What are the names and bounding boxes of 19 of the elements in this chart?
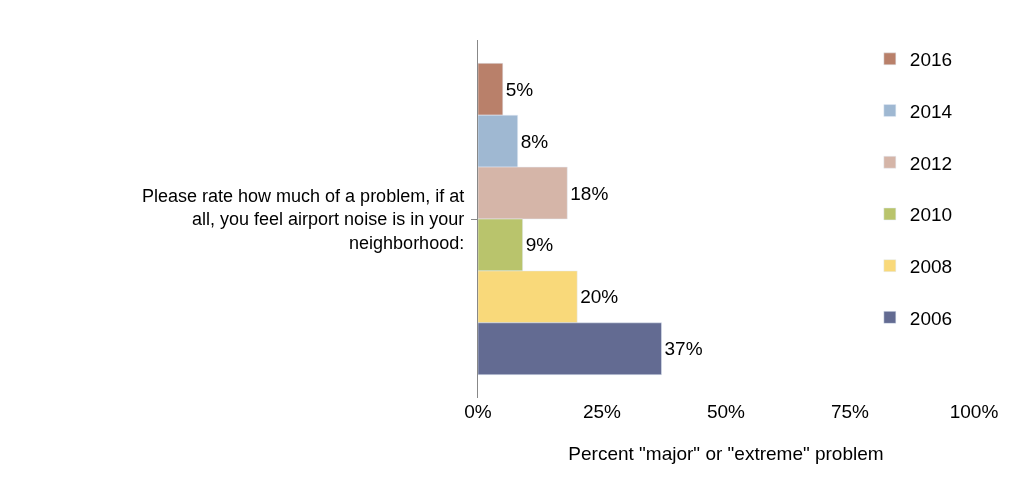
x-tick-label: 75% [830, 401, 870, 422]
legend-label: 2016 [909, 49, 953, 71]
y-axis-title: Please rate how much of a problem, if at all, you feel airport noise is in your neighborhood: [142, 186, 465, 253]
data-label: 8% [520, 130, 549, 152]
data-label: 18% [570, 182, 609, 204]
data-label: 9% [525, 234, 554, 256]
data-label: 20% [580, 286, 619, 308]
x-tick-label: 0% [464, 401, 492, 422]
data-label: 37% [664, 338, 703, 360]
legend-label: 2008 [909, 256, 953, 278]
x-tick-label: 50% [706, 401, 746, 422]
x-axis-title: Percent "major" or "extreme" problem [568, 442, 884, 464]
legend-label: 2012 [909, 152, 953, 174]
x-tick-label: 100% [949, 401, 999, 422]
x-tick-label: 25% [582, 401, 622, 422]
legend-label: 2014 [909, 100, 953, 122]
data-label: 5% [505, 78, 534, 100]
legend-label: 2010 [909, 204, 953, 226]
legend-label: 2006 [909, 307, 953, 329]
